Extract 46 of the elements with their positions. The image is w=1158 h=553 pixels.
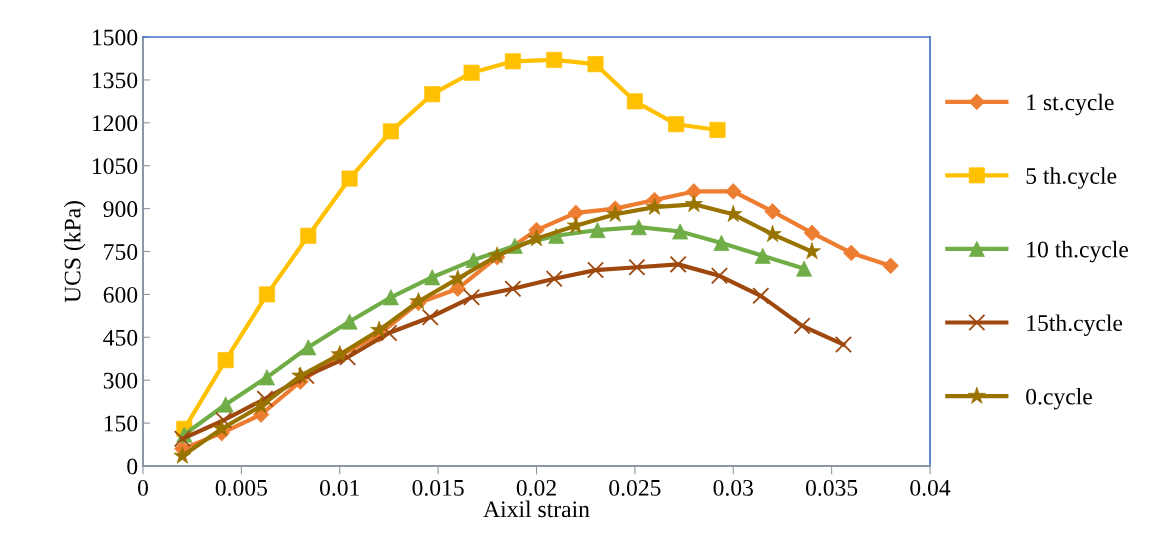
x-tick-label: 0.01 bbox=[319, 479, 359, 496]
legend-label: 15th.cycle bbox=[1027, 314, 1123, 336]
point bbox=[421, 308, 439, 326]
y-tick-label: 300 bbox=[103, 372, 138, 389]
point bbox=[545, 270, 563, 288]
x-tick-label: 0.03 bbox=[713, 479, 753, 496]
y-tick-label: 900 bbox=[103, 201, 138, 218]
point bbox=[424, 269, 441, 286]
x-tick-label: 0.035 bbox=[805, 479, 858, 496]
point bbox=[589, 222, 606, 239]
legend-label: 0.cycle bbox=[1026, 387, 1092, 410]
y-tick-label: 1200 bbox=[92, 115, 138, 132]
x-tick-label: 0.02 bbox=[516, 479, 556, 496]
y-tick-label: 450 bbox=[103, 329, 138, 346]
y-tick-label: 600 bbox=[103, 286, 138, 303]
point bbox=[725, 183, 742, 200]
point bbox=[628, 258, 646, 276]
point bbox=[173, 430, 191, 448]
y-axis-title: UCS (kPa) bbox=[63, 201, 86, 303]
point bbox=[793, 317, 811, 335]
legend-label: 1 st.cycle bbox=[1027, 93, 1114, 116]
x-tick-label: 0.025 bbox=[609, 479, 661, 496]
legend-label: 10 th.cycle bbox=[1027, 240, 1128, 263]
point bbox=[586, 261, 605, 279]
point bbox=[463, 288, 481, 306]
point bbox=[215, 411, 233, 429]
x-axis-title: Aixil strain bbox=[483, 500, 590, 518]
y-tick-label: 1050 bbox=[92, 158, 138, 175]
point bbox=[710, 267, 729, 285]
y-tick-label: 750 bbox=[104, 243, 138, 260]
point bbox=[834, 335, 852, 353]
y-tick-label: 1350 bbox=[92, 72, 138, 89]
point bbox=[546, 51, 563, 68]
y-tick-label: 1500 bbox=[92, 29, 138, 46]
point bbox=[258, 286, 275, 303]
point bbox=[669, 255, 687, 273]
point bbox=[713, 234, 730, 251]
y-tick-label: 150 bbox=[104, 415, 138, 432]
x-tick-label: 0.015 bbox=[412, 479, 464, 496]
x-tick-label: 0.04 bbox=[910, 479, 951, 496]
legend-label: 5 th.cycle bbox=[1026, 167, 1117, 189]
y-tick-label: 0 bbox=[127, 458, 138, 475]
point bbox=[256, 390, 274, 408]
point bbox=[752, 287, 770, 305]
x-tick-label: 0.005 bbox=[215, 479, 268, 496]
point bbox=[504, 280, 522, 298]
